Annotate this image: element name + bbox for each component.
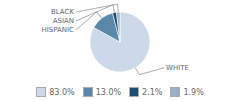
svg-text:HISPANIC: HISPANIC — [41, 26, 74, 34]
html-text:83.0%: 83.0% — [49, 87, 75, 97]
svg-text:WHITE: WHITE — [166, 64, 189, 72]
html-text:2.1%: 2.1% — [142, 87, 163, 97]
svg-text:ASIAN: ASIAN — [53, 17, 74, 25]
html-text:13.0%: 13.0% — [95, 87, 122, 97]
svg-text:BLACK: BLACK — [51, 8, 74, 16]
html-text:1.9%: 1.9% — [183, 87, 204, 97]
